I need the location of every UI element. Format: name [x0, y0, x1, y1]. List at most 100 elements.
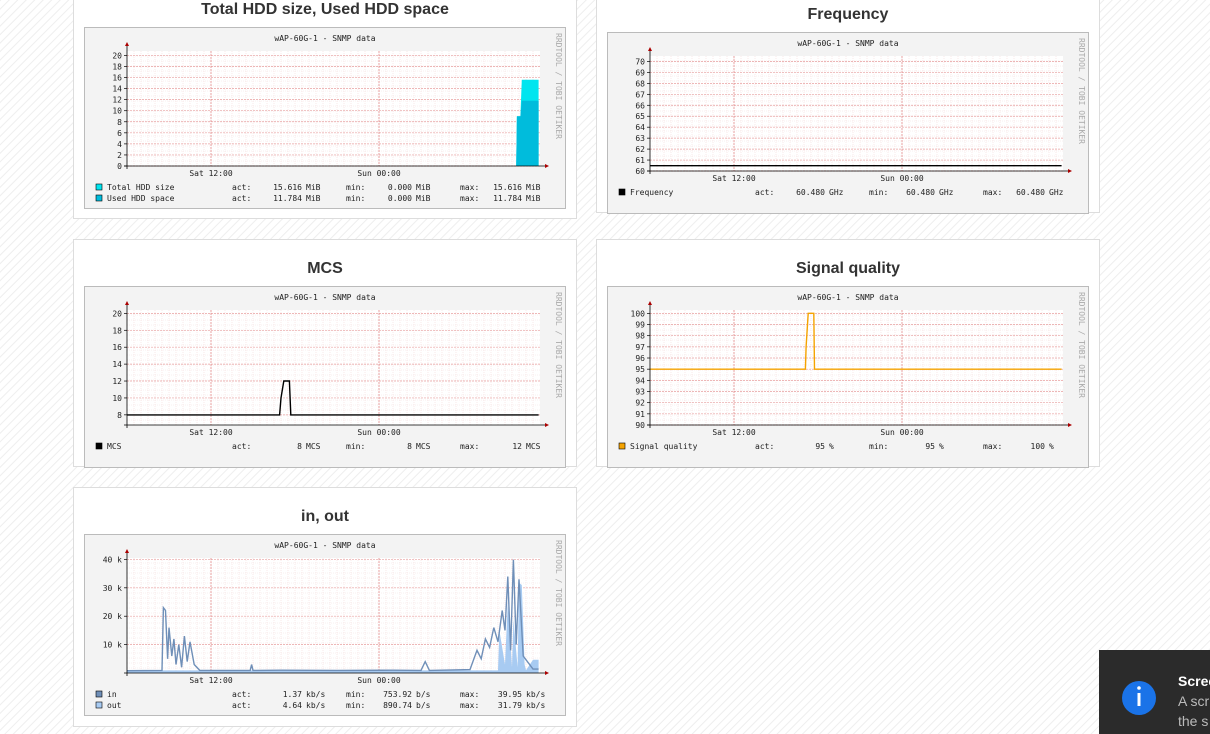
y-tick-label: 65 — [635, 112, 645, 121]
y-tick-label: 6 — [117, 129, 122, 138]
stat-label: min: — [346, 690, 365, 699]
stat-value: 890.74 — [383, 701, 412, 710]
stat-value: 4.64 — [283, 701, 302, 710]
y-tick-label: 99 — [635, 321, 645, 330]
stat-value: 8 — [297, 442, 302, 451]
y-tick-label: 8 — [117, 118, 122, 127]
graph-title: wAP-60G-1 - SNMP data — [797, 293, 898, 302]
y-tick-label: 40 k — [103, 555, 122, 564]
y-arrow — [125, 42, 129, 46]
panel: MCS wAP-60G-1 - SNMP data RRDTOOL / TOBI O… — [73, 239, 577, 468]
stat-value: 11.784 — [493, 194, 522, 203]
x-tick-label: Sat 12:00 — [189, 169, 233, 178]
x-arrow — [545, 671, 549, 675]
stat-value: 60.480 — [796, 188, 825, 197]
legend-name: Used HDD space — [107, 194, 175, 203]
stat-value: 60.480 — [1016, 188, 1045, 197]
graph-title: wAP-60G-1 - SNMP data — [274, 34, 375, 43]
panel-title: in, out — [301, 508, 350, 525]
graph-title: wAP-60G-1 - SNMP data — [274, 293, 375, 302]
stat-label: act: — [232, 442, 251, 451]
y-tick-label: 14 — [112, 360, 122, 369]
y-tick-label: 0 — [117, 162, 122, 171]
stat-value: 8 — [407, 442, 412, 451]
plot-area — [650, 56, 1063, 171]
stat-label: max: — [460, 442, 479, 451]
info-icon-bar — [1137, 693, 1141, 706]
stat-label: max: — [460, 690, 479, 699]
y-tick-label: 92 — [635, 399, 645, 408]
stat-value: 0.000 — [388, 183, 412, 192]
legend-swatch — [618, 442, 626, 450]
graph-title: wAP-60G-1 - SNMP data — [797, 39, 898, 48]
y-tick-label: 8 — [117, 411, 122, 420]
legend-entry: out act: 4.64 kb/s min: 890.74 b/s max: 31.79 kb/… — [95, 701, 545, 710]
y-tick-label: 10 — [112, 394, 122, 403]
content: Total HDD size, Used HDD space wAP-60G-1 … — [73, 0, 1100, 727]
y-tick-label: 69 — [635, 68, 645, 77]
legend-name: MCS — [107, 442, 122, 451]
stat-value: 95 — [925, 442, 935, 451]
y-tick-label: 62 — [635, 145, 645, 154]
toast-title: Scree — [1178, 673, 1210, 689]
y-tick-label: 94 — [635, 376, 645, 385]
series-line — [126, 559, 539, 672]
graph-title: wAP-60G-1 - SNMP data — [274, 541, 375, 550]
y-arrow — [648, 47, 652, 51]
stat-value: 12 — [512, 442, 522, 451]
panel-title: Total HDD size, Used HDD space — [201, 1, 449, 18]
y-tick-label: 98 — [635, 332, 645, 341]
y-tick-label: 10 — [112, 107, 122, 116]
panel: Signal quality wAP-60G-1 - SNMP data RRDTO… — [596, 239, 1100, 468]
legend-entry: Used HDD space act: 11.784 MiB min: 0.000 MiB m… — [95, 194, 541, 203]
legend-name: in — [107, 690, 117, 699]
stat-label: act: — [232, 183, 251, 192]
y-tick-label: 20 — [112, 51, 122, 60]
stat-unit: MiB — [526, 194, 541, 203]
panel: in, out wAP-60G-1 - SNMP data RRDTOOL / TO… — [73, 487, 577, 727]
series-line — [127, 380, 539, 416]
plot-area — [127, 51, 540, 166]
stat-unit: GHz — [829, 188, 844, 197]
y-tick-label: 63 — [635, 134, 645, 143]
x-arrow — [545, 164, 549, 168]
legend-name: Total HDD size — [107, 183, 175, 192]
toast-text: A scr — [1178, 693, 1209, 709]
x-arrow — [1068, 423, 1072, 427]
stat-label: min: — [869, 442, 888, 451]
stat-unit: GHz — [1049, 188, 1064, 197]
panel-title: Signal quality — [796, 260, 900, 277]
x-tick-label: Sun 00:00 — [357, 676, 401, 685]
stat-label: min: — [346, 183, 365, 192]
stat-unit: GHz — [939, 188, 954, 197]
stat-value: 39.95 — [498, 690, 522, 699]
stat-unit: MCS — [416, 442, 431, 451]
stat-label: act: — [755, 188, 774, 197]
x-tick-label: Sun 00:00 — [880, 174, 924, 183]
stat-unit: MiB — [526, 183, 541, 192]
y-tick-label: 93 — [635, 388, 645, 397]
y-tick-label: 60 — [635, 167, 645, 176]
y-tick-label: 30 k — [103, 584, 122, 593]
plot-area — [650, 310, 1063, 425]
stat-label: act: — [232, 690, 251, 699]
toast[interactable]: Scree A scr the s — [1099, 650, 1210, 734]
stat-label: max: — [460, 194, 479, 203]
legend-entry: Total HDD size act: 15.616 MiB min: 0.000 MiB m… — [95, 183, 541, 192]
y-tick-label: 95 — [635, 365, 645, 374]
plot-area — [127, 558, 540, 673]
panel-title: MCS — [307, 260, 343, 277]
plot-area — [127, 310, 540, 425]
stat-label: min: — [346, 194, 365, 203]
graph-credit: RRDTOOL / TOBI OETIKER — [1077, 38, 1086, 144]
legend-swatch — [95, 194, 103, 202]
stat-label: act: — [232, 194, 251, 203]
info-icon-dot — [1137, 686, 1141, 690]
stat-value: 11.784 — [273, 194, 302, 203]
x-tick-label: Sat 12:00 — [712, 428, 756, 437]
x-tick-label: Sun 00:00 — [357, 169, 401, 178]
graph-credit: RRDTOOL / TOBI OETIKER — [554, 540, 563, 646]
graph-credit: RRDTOOL / TOBI OETIKER — [554, 292, 563, 398]
stat-label: act: — [755, 442, 774, 451]
x-arrow — [545, 423, 549, 427]
